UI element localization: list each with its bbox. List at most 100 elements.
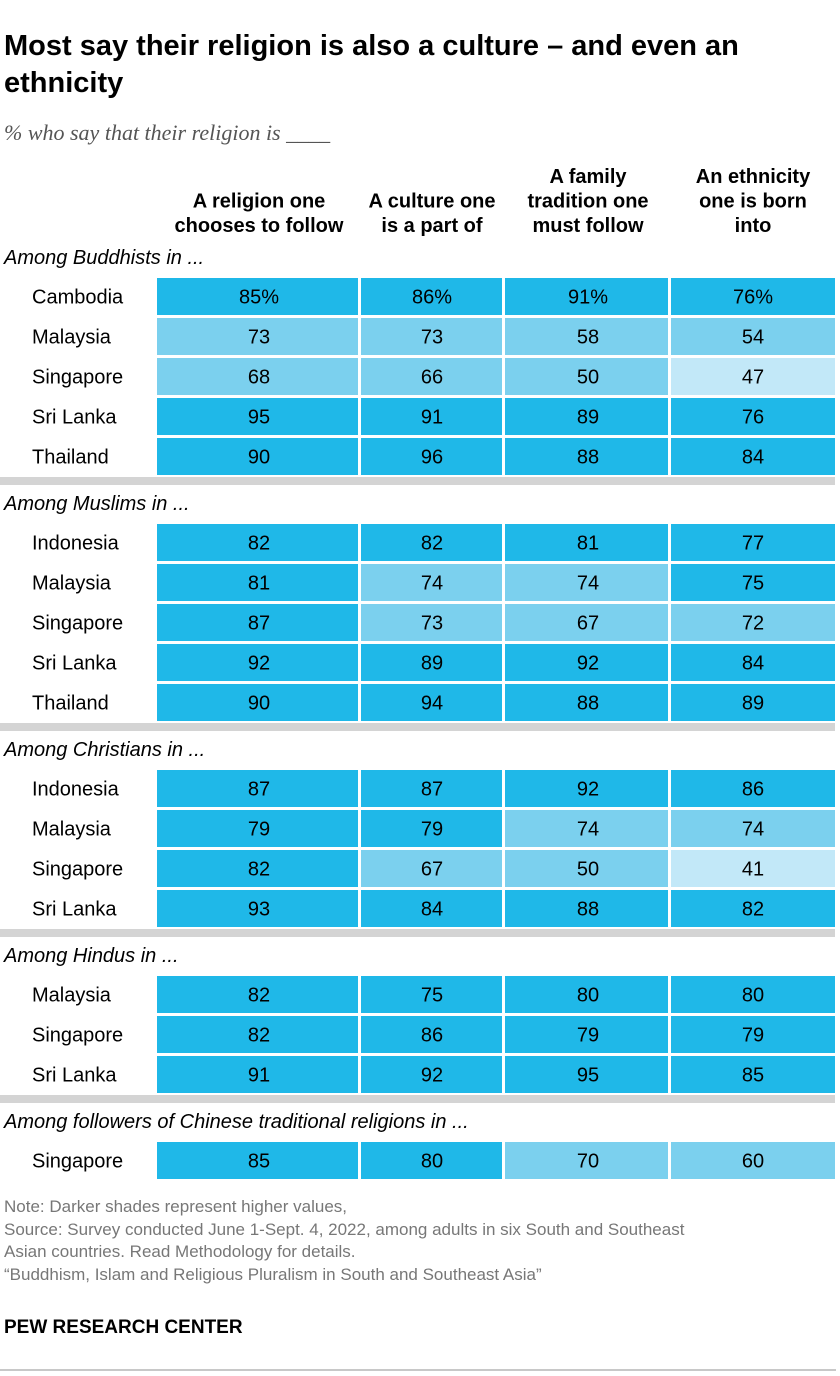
cell-value: 89 <box>742 693 764 715</box>
heat-cell <box>671 604 835 641</box>
cell-value: 85 <box>742 1065 764 1087</box>
cell-value: 94 <box>421 693 443 715</box>
column-header-2-line-2: is a part of <box>381 215 482 237</box>
cell-value: 89 <box>577 407 599 429</box>
cell-value: 50 <box>577 859 599 881</box>
cell-value: 95 <box>248 407 270 429</box>
heat-cell <box>671 976 835 1013</box>
chart-subtitle: % who say that their religion is ____ <box>4 120 331 145</box>
heat-cell <box>361 976 502 1013</box>
group-label-2: Among Muslims in ... <box>3 493 190 515</box>
group-separator <box>0 477 835 485</box>
cell-value: 82 <box>421 533 443 555</box>
group-label-4: Among Hindus in ... <box>3 945 179 967</box>
column-header-3-line-1: A family <box>549 166 627 188</box>
row-label: Indonesia <box>32 533 120 555</box>
heat-cell <box>505 1142 668 1179</box>
cell-value: 74 <box>577 819 599 841</box>
chart-title: Most say their religion is also a cultur… <box>4 30 739 99</box>
cell-value: 73 <box>421 327 443 349</box>
report-title: “Buddhism, Islam and Religious Pluralism… <box>4 1264 542 1284</box>
heat-cell <box>157 318 358 355</box>
cell-value: 79 <box>421 819 443 841</box>
heat-cell <box>505 278 668 315</box>
heat-cell <box>361 438 502 475</box>
cell-value: 87 <box>248 779 270 801</box>
column-header-1-line-2: chooses to follow <box>175 215 344 237</box>
row-label: Singapore <box>32 859 123 881</box>
cell-value: 93 <box>248 899 270 921</box>
cell-value: 84 <box>742 447 764 469</box>
heat-cell <box>157 684 358 721</box>
cell-value: 86% <box>412 287 452 309</box>
source-text-line-2: Asian countries. Read Methodology for de… <box>4 1242 356 1261</box>
row-label: Cambodia <box>32 287 124 309</box>
heat-cell <box>671 890 835 927</box>
heat-cell <box>505 318 668 355</box>
heat-cell <box>157 850 358 887</box>
cell-value: 92 <box>248 653 270 675</box>
heat-cell <box>505 358 668 395</box>
cell-value: 82 <box>742 899 764 921</box>
heat-cell <box>361 564 502 601</box>
heat-cell <box>361 358 502 395</box>
cell-value: 88 <box>577 693 599 715</box>
heat-cell <box>361 524 502 561</box>
row-label: Sri Lanka <box>32 1065 117 1087</box>
cell-value: 79 <box>742 1025 764 1047</box>
cell-value: 80 <box>421 1151 443 1173</box>
cell-value: 86 <box>742 779 764 801</box>
heat-cell <box>505 604 668 641</box>
heat-cell <box>157 398 358 435</box>
heat-cell <box>505 684 668 721</box>
cell-value: 79 <box>577 1025 599 1047</box>
group-separator <box>0 929 835 937</box>
heat-cell <box>505 850 668 887</box>
row-label: Sri Lanka <box>32 407 117 429</box>
cell-value: 74 <box>421 573 443 595</box>
heat-cell <box>671 644 835 681</box>
row-label: Thailand <box>32 693 109 715</box>
heat-cell <box>505 524 668 561</box>
group-label-1: Among Buddhists in ... <box>3 247 204 269</box>
row-label: Singapore <box>32 613 123 635</box>
cell-value: 92 <box>421 1065 443 1087</box>
heat-cell <box>157 644 358 681</box>
heat-cell <box>157 1056 358 1093</box>
cell-value: 68 <box>248 367 270 389</box>
heat-cell <box>505 438 668 475</box>
cell-value: 74 <box>742 819 764 841</box>
row-label: Sri Lanka <box>32 899 117 921</box>
cell-value: 75 <box>421 985 443 1007</box>
heat-cell <box>361 850 502 887</box>
cell-value: 72 <box>742 613 764 635</box>
source-text-line-1: Source: Survey conducted June 1-Sept. 4,… <box>4 1219 685 1239</box>
heat-cell <box>361 1142 502 1179</box>
heat-cell <box>505 770 668 807</box>
row-label: Singapore <box>32 367 123 389</box>
heat-cell <box>157 810 358 847</box>
group-separator <box>0 1095 835 1103</box>
row-label: Malaysia <box>32 327 112 349</box>
heat-cell <box>505 1016 668 1053</box>
heat-cell <box>361 684 502 721</box>
cell-value: 47 <box>742 367 764 389</box>
column-header-1-line-1: A religion one <box>193 191 326 213</box>
column-header-4-line-1: An ethnicity <box>696 166 811 188</box>
heat-cell <box>671 1016 835 1053</box>
heat-cell <box>157 1016 358 1053</box>
cell-value: 82 <box>248 859 270 881</box>
heat-cell <box>157 278 358 315</box>
cell-value: 91 <box>421 407 443 429</box>
cell-value: 82 <box>248 985 270 1007</box>
cell-value: 73 <box>248 327 270 349</box>
cell-value: 79 <box>248 819 270 841</box>
heat-cell <box>671 398 835 435</box>
cell-value: 80 <box>577 985 599 1007</box>
pew-logo: PEW RESEARCH CENTER <box>4 1317 243 1338</box>
heat-cell <box>671 850 835 887</box>
heat-cell <box>361 810 502 847</box>
heat-cell <box>505 564 668 601</box>
notes-block: Note: Darker shades represent higher val… <box>4 1196 836 1286</box>
cell-value: 67 <box>421 859 443 881</box>
